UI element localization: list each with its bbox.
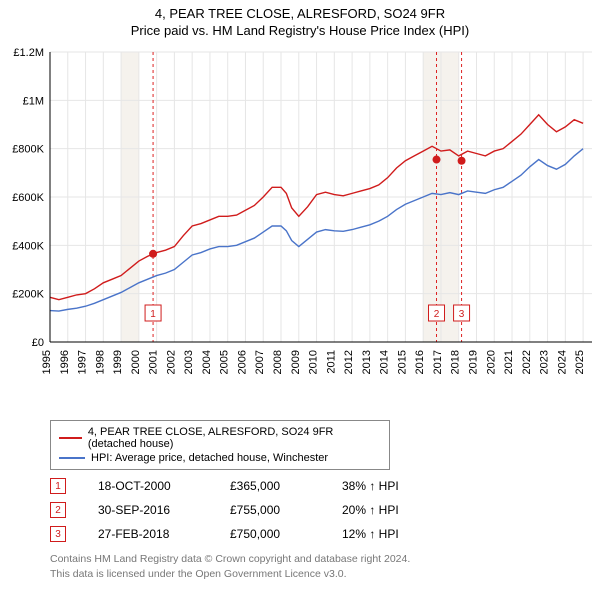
event-date: 18-OCT-2000 [98, 479, 198, 493]
svg-text:2020: 2020 [485, 350, 497, 374]
legend-item: HPI: Average price, detached house, Winc… [59, 451, 381, 465]
footer-line-2: This data is licensed under the Open Gov… [50, 567, 586, 582]
event-marker: 1 [50, 478, 66, 494]
svg-text:1999: 1999 [112, 350, 124, 374]
svg-text:2016: 2016 [414, 350, 426, 374]
svg-text:£400K: £400K [12, 240, 44, 252]
svg-text:3: 3 [459, 309, 465, 320]
svg-text:1997: 1997 [77, 350, 89, 374]
svg-text:2002: 2002 [165, 350, 177, 374]
svg-text:2010: 2010 [308, 350, 320, 374]
svg-text:2018: 2018 [450, 350, 462, 374]
event-row: 3 27-FEB-2018 £750,000 12% ↑ HPI [50, 522, 586, 546]
svg-text:2004: 2004 [201, 350, 213, 374]
event-price: £755,000 [230, 503, 310, 517]
event-date: 30-SEP-2016 [98, 503, 198, 517]
svg-text:2025: 2025 [574, 350, 586, 374]
legend: 4, PEAR TREE CLOSE, ALRESFORD, SO24 9FR … [50, 420, 390, 470]
svg-text:2011: 2011 [325, 350, 337, 374]
event-price: £750,000 [230, 527, 310, 541]
event-row: 2 30-SEP-2016 £755,000 20% ↑ HPI [50, 498, 586, 522]
legend-label: HPI: Average price, detached house, Winc… [91, 452, 328, 464]
svg-text:2007: 2007 [254, 350, 266, 374]
svg-text:2005: 2005 [219, 350, 231, 374]
chart-svg: £0 £200K £400K £600K £800K £1M £1.2M 1995 1996 19… [0, 42, 600, 412]
svg-text:2019: 2019 [467, 350, 479, 374]
svg-text:1998: 1998 [94, 350, 106, 374]
svg-text:1: 1 [150, 309, 156, 320]
event-price: £365,000 [230, 479, 310, 493]
legend-swatch [59, 457, 85, 459]
svg-text:2008: 2008 [272, 350, 284, 374]
footer-line-1: Contains HM Land Registry data © Crown c… [50, 552, 586, 567]
svg-text:2000: 2000 [130, 350, 142, 374]
svg-text:2021: 2021 [503, 350, 515, 374]
event-delta: 38% ↑ HPI [342, 479, 399, 493]
svg-text:2015: 2015 [396, 350, 408, 374]
svg-text:2: 2 [434, 309, 440, 320]
chart-title: 4, PEAR TREE CLOSE, ALRESFORD, SO24 9FR [0, 6, 600, 21]
svg-text:2003: 2003 [183, 350, 195, 374]
chart-subtitle: Price paid vs. HM Land Registry's House … [0, 23, 600, 38]
svg-text:2014: 2014 [379, 350, 391, 374]
event-marker: 2 [50, 502, 66, 518]
events-table: 1 18-OCT-2000 £365,000 38% ↑ HPI 2 30-SEP-201… [50, 474, 586, 546]
event-delta: 12% ↑ HPI [342, 527, 399, 541]
svg-text:1995: 1995 [41, 350, 53, 374]
svg-text:2009: 2009 [290, 350, 302, 374]
svg-text:2013: 2013 [361, 350, 373, 374]
footer-attribution: Contains HM Land Registry data © Crown c… [50, 552, 586, 581]
chart-plot-area: £0 £200K £400K £600K £800K £1M £1.2M 1995 1996 19… [0, 42, 600, 412]
svg-text:2024: 2024 [556, 350, 568, 374]
svg-text:2001: 2001 [148, 350, 160, 374]
svg-text:1996: 1996 [59, 350, 71, 374]
legend-label: 4, PEAR TREE CLOSE, ALRESFORD, SO24 9FR … [88, 426, 381, 450]
svg-text:2017: 2017 [432, 350, 444, 374]
event-row: 1 18-OCT-2000 £365,000 38% ↑ HPI [50, 474, 586, 498]
event-delta: 20% ↑ HPI [342, 503, 399, 517]
title-block: 4, PEAR TREE CLOSE, ALRESFORD, SO24 9FR … [0, 0, 600, 42]
svg-text:2023: 2023 [539, 350, 551, 374]
svg-text:£800K: £800K [12, 144, 44, 156]
legend-swatch [59, 437, 82, 439]
svg-text:£0: £0 [32, 337, 44, 349]
svg-text:2022: 2022 [521, 350, 533, 374]
event-marker: 3 [50, 526, 66, 542]
svg-text:£1M: £1M [23, 95, 44, 107]
svg-text:£1.2M: £1.2M [13, 47, 44, 59]
event-date: 27-FEB-2018 [98, 527, 198, 541]
chart-container: 4, PEAR TREE CLOSE, ALRESFORD, SO24 9FR … [0, 0, 600, 581]
legend-item: 4, PEAR TREE CLOSE, ALRESFORD, SO24 9FR … [59, 425, 381, 451]
svg-text:£600K: £600K [12, 192, 44, 204]
svg-text:£200K: £200K [12, 289, 44, 301]
svg-text:2006: 2006 [236, 350, 248, 374]
svg-text:2012: 2012 [343, 350, 355, 374]
